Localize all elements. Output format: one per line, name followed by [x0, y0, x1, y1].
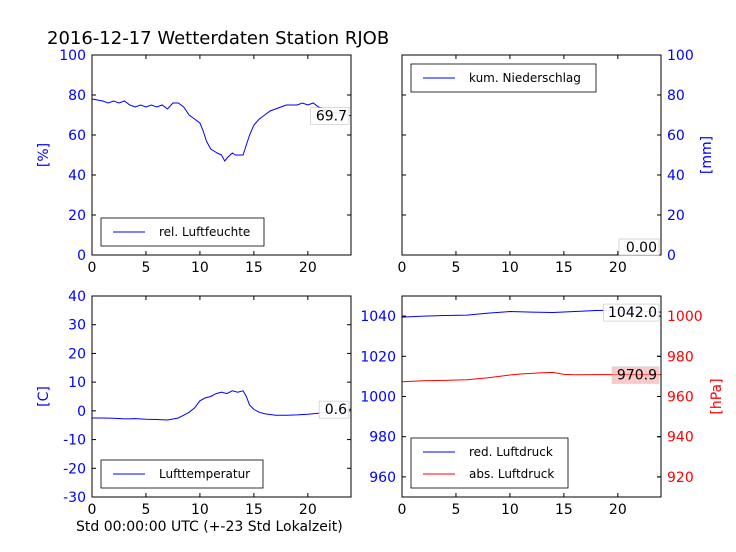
y-tick-label-right: 60: [667, 128, 685, 144]
value-annotation: 970.9: [617, 368, 657, 384]
y-tick-label-right: 20: [667, 208, 685, 224]
x-tick-label: 20: [299, 260, 317, 276]
value-annotation-box: [618, 238, 660, 256]
value-annotation: 0.6: [325, 402, 347, 418]
x-tick-label: 5: [141, 502, 150, 518]
humidity-panel: 0 5 10 15 20 0 20 40 60 80 100 [%] rel. Luftfeuchte 6…: [36, 48, 352, 276]
y-tick-label: 60: [68, 128, 86, 144]
y-tick-label: 20: [68, 346, 86, 362]
y-tick-label: 20: [68, 208, 86, 224]
x-axis-label: Std 00:00:00 UTC (+-23 Std Lokalzeit): [76, 519, 343, 535]
x-tick-label: 10: [191, 502, 209, 518]
y-tick-label-right: 960: [667, 390, 694, 406]
x-tick-label: 10: [191, 260, 209, 276]
y-tick-label: 980: [369, 430, 396, 446]
y-axis-label: [%]: [36, 143, 52, 167]
legend: rel. Luftfeuchte: [100, 217, 265, 247]
value-annotation-box: [310, 107, 350, 125]
legend: kum. Niederschlag: [410, 63, 597, 93]
x-tick-label: 15: [245, 260, 263, 276]
series-line-1: [92, 390, 352, 421]
y-axis-label-right: [hPa]: [709, 378, 725, 414]
x-tick-label: 15: [245, 502, 263, 518]
legend: Lufttemperatur: [100, 459, 264, 489]
x-tick-label: 5: [141, 260, 150, 276]
y-axis-label: [C]: [36, 386, 52, 407]
figure-title: 2016-12-17 Wetterdaten Station RJOB: [47, 28, 389, 49]
y-tick-label: 30: [68, 318, 86, 334]
y-tick-label: 1000: [360, 390, 396, 406]
y-tick-label-right: 40: [667, 168, 685, 184]
value-annotation: 69.7: [316, 109, 347, 125]
pressure-panel: 0 5 10 15 20 960 980 1000 1020 1040 920 940 960 980 10…: [360, 295, 725, 518]
x-tick-label: 10: [501, 502, 519, 518]
x-tick-label: 0: [398, 502, 407, 518]
x-tick-label: 10: [501, 260, 519, 276]
y-tick-label: -30: [63, 490, 86, 506]
series-line-1: [91, 98, 352, 162]
y-tick-label-right: 940: [667, 430, 694, 446]
y-tick-label-right: 920: [667, 470, 694, 486]
x-tick-label: 5: [451, 260, 460, 276]
y-axis-label: [mm]: [699, 136, 715, 174]
y-tick-label: 960: [369, 470, 396, 486]
x-tick-label: 0: [88, 260, 97, 276]
y-tick-label-right: 1000: [667, 309, 703, 325]
legend-label: abs. Luftdruck: [469, 467, 554, 481]
series-line-2: [401, 371, 661, 383]
value-annotation: 1042.0: [608, 305, 657, 321]
y-tick-label: 1020: [360, 349, 396, 365]
x-tick-label: 20: [609, 260, 627, 276]
legend: red. Luftdruck abs. Luftdruck: [410, 437, 569, 489]
x-tick-label: 20: [299, 502, 317, 518]
axes-frame: [91, 54, 352, 256]
y-tick-label: 100: [59, 48, 86, 64]
x-tick-label: 15: [555, 502, 573, 518]
legend-box: [410, 437, 569, 489]
legend-label: kum. Niederschlag: [469, 71, 581, 85]
y-tick-label: 0: [77, 404, 86, 420]
legend-label: rel. Luftfeuchte: [159, 225, 250, 239]
x-tick-label: 5: [451, 502, 460, 518]
x-tick-label: 20: [609, 502, 627, 518]
y-tick-label: 1040: [360, 309, 396, 325]
value-annotation-box: [603, 303, 660, 322]
y-tick-label: -20: [63, 461, 86, 477]
y-tick-label: 10: [68, 375, 86, 391]
axes-frame: [91, 295, 352, 498]
y-tick-label-right: 80: [667, 88, 685, 104]
x-tick-label: 0: [88, 502, 97, 518]
y-tick-label: 40: [68, 168, 86, 184]
y-tick-label-right: 100: [667, 48, 694, 64]
y-tick-label: 80: [68, 88, 86, 104]
y-tick-label: -10: [63, 433, 86, 449]
value-annotation-box: [611, 366, 660, 384]
y-tick-label-right: 980: [667, 349, 694, 365]
precipitation-panel: 0 5 10 15 20 0 20 40 60 80 100 [mm] kum. Niederschla…: [398, 48, 715, 276]
axes-frame: [401, 54, 662, 256]
y-tick-label: 0: [77, 248, 86, 264]
value-annotation-box: [318, 400, 350, 419]
y-tick-label: 40: [68, 289, 86, 305]
value-annotation: 0.00: [626, 240, 657, 256]
legend-label: Lufttemperatur: [159, 467, 250, 481]
temperature-panel: 0 5 10 15 20 -30 -20 -10 0 10 20 30 40 [C] Lufttempera…: [36, 289, 352, 518]
y-tick-label-right: 0: [667, 248, 676, 264]
legend-label: red. Luftdruck: [469, 445, 553, 459]
x-tick-label: 0: [398, 260, 407, 276]
x-tick-label: 15: [555, 260, 573, 276]
